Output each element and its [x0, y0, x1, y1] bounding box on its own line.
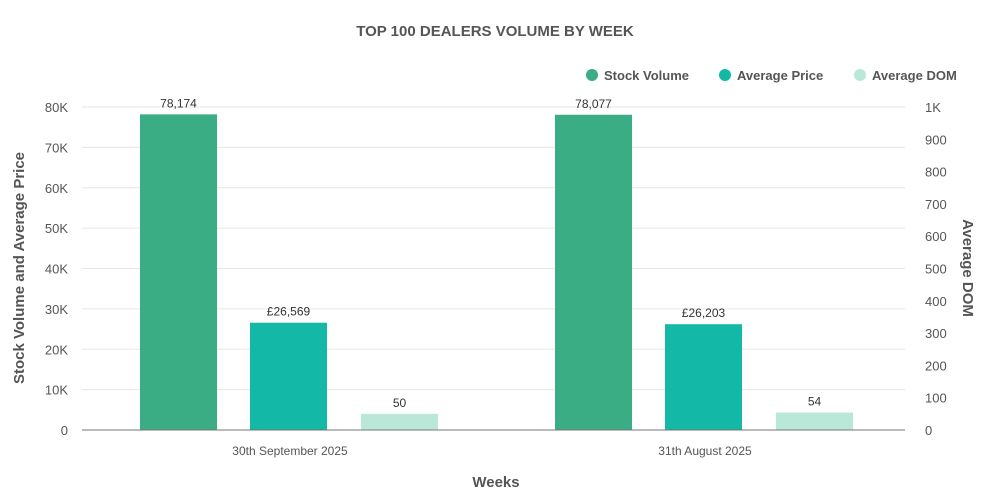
data-label: 78,174	[160, 96, 197, 110]
data-label: 78,077	[575, 97, 612, 111]
x-tick-label: 31th August 2025	[658, 444, 752, 458]
y2-tick-label: 600	[925, 229, 947, 244]
y2-tick-label: 200	[925, 358, 947, 373]
bar-average-price[interactable]	[665, 324, 742, 430]
bar-average-dom[interactable]	[361, 413, 438, 430]
legend-marker	[586, 69, 598, 81]
bar-stock-volume[interactable]	[140, 114, 217, 431]
y2-tick-label: 1K	[925, 100, 941, 115]
bar-stock-volume[interactable]	[555, 114, 632, 431]
y-tick-label: 0	[61, 423, 68, 438]
data-label: £26,569	[267, 305, 311, 319]
y2-tick-label: 100	[925, 391, 947, 406]
legend-item-stock-volume[interactable]: Stock Volume	[586, 68, 689, 83]
legend-label: Average DOM	[872, 68, 957, 83]
bar-average-dom[interactable]	[776, 412, 853, 430]
bar-average-price[interactable]	[250, 322, 327, 430]
y-tick-label: 50K	[45, 221, 68, 236]
y-tick-label: 70K	[45, 140, 68, 155]
y2-tick-label: 900	[925, 132, 947, 147]
legend-label: Stock Volume	[604, 68, 689, 83]
x-axis-label: Weeks	[472, 474, 519, 491]
y-axis-label: Stock Volume and Average Price	[11, 152, 28, 384]
data-label: 50	[393, 396, 407, 410]
legend-marker	[719, 69, 731, 81]
y2-tick-label: 300	[925, 326, 947, 341]
y-tick-label: 80K	[45, 100, 68, 115]
y-tick-label: 60K	[45, 181, 68, 196]
legend-item-average-dom[interactable]: Average DOM	[854, 68, 957, 83]
y2-axis-label: Average DOM	[959, 219, 976, 317]
chart-title: TOP 100 DEALERS VOLUME BY WEEK	[356, 23, 634, 40]
y2-tick-label: 800	[925, 165, 947, 180]
data-label: 54	[808, 395, 822, 409]
y2-tick-label: 500	[925, 262, 947, 277]
legend-item-average-price[interactable]: Average Price	[719, 68, 823, 83]
y2-tick-label: 0	[925, 423, 932, 438]
y2-tick-label: 400	[925, 294, 947, 309]
y-tick-label: 30K	[45, 302, 68, 317]
data-label: £26,203	[682, 306, 726, 320]
legend-label: Average Price	[737, 68, 823, 83]
x-tick-label: 30th September 2025	[232, 444, 348, 458]
y2-tick-label: 700	[925, 197, 947, 212]
y-tick-label: 40K	[45, 262, 68, 277]
legend-marker	[854, 69, 866, 81]
y-tick-label: 10K	[45, 383, 68, 398]
y-tick-label: 20K	[45, 342, 68, 357]
